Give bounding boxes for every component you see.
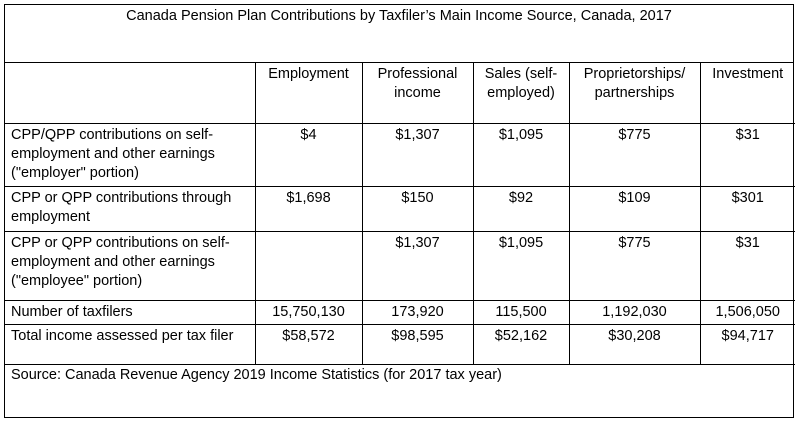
row-label: CPP or QPP contributions on self-employm… <box>5 230 256 301</box>
header-sales-self-employed: Sales (self-employed) <box>472 63 570 124</box>
table-cell: $109 <box>568 185 701 232</box>
table-cell: 115,500 <box>472 299 570 325</box>
table-cell: $98,595 <box>361 323 474 365</box>
table-cell: $150 <box>361 185 474 232</box>
table-row: Number of taxfilers 15,750,130 173,920 1… <box>5 299 795 325</box>
table-cell: $30,208 <box>568 323 701 365</box>
header-investment: Investment <box>699 63 795 124</box>
table-cell: $94,717 <box>699 323 795 365</box>
header-employment: Employment <box>254 63 363 124</box>
contributions-table: Employment Professional income Sales (se… <box>5 63 795 365</box>
table-cell: $775 <box>568 122 701 187</box>
table-cell: $58,572 <box>254 323 363 365</box>
header-row: Employment Professional income Sales (se… <box>5 63 795 124</box>
table-cell: $31 <box>699 230 795 301</box>
table-cell: 1,506,050 <box>699 299 795 325</box>
header-professional-income: Professional income <box>361 63 474 124</box>
table-cell: $4 <box>254 122 363 187</box>
table-row: Total income assessed per tax filer $58,… <box>5 323 795 365</box>
header-proprietorships-partnerships: Proprietorships/ partnerships <box>568 63 701 124</box>
row-label: CPP/QPP contributions on self-employment… <box>5 122 256 187</box>
table-cell: $1,307 <box>361 122 474 187</box>
table-cell: 15,750,130 <box>254 299 363 325</box>
table-cell: $31 <box>699 122 795 187</box>
table-cell: $301 <box>699 185 795 232</box>
table-row: CPP/QPP contributions on self-employment… <box>5 122 795 187</box>
row-label: Number of taxfilers <box>5 299 256 325</box>
table-row: CPP or QPP contributions on self-employm… <box>5 230 795 301</box>
table-cell: $1,307 <box>361 230 474 301</box>
row-label: CPP or QPP contributions through employm… <box>5 185 256 232</box>
table-cell: $775 <box>568 230 701 301</box>
table-cell: $1,698 <box>254 185 363 232</box>
source-note: Source: Canada Revenue Agency 2019 Incom… <box>11 366 502 383</box>
header-cell-empty <box>5 63 256 124</box>
table-cell: 1,192,030 <box>568 299 701 325</box>
table-cell: $52,162 <box>472 323 570 365</box>
table-cell: $1,095 <box>472 122 570 187</box>
table-cell: $1,095 <box>472 230 570 301</box>
table-row: CPP or QPP contributions through employm… <box>5 185 795 232</box>
row-label: Total income assessed per tax filer <box>5 323 256 365</box>
table-frame: Canada Pension Plan Contributions by Tax… <box>4 4 795 418</box>
table-title: Canada Pension Plan Contributions by Tax… <box>5 5 793 63</box>
table-cell: $92 <box>472 185 570 232</box>
table-cell <box>254 230 363 301</box>
table-cell: 173,920 <box>361 299 474 325</box>
